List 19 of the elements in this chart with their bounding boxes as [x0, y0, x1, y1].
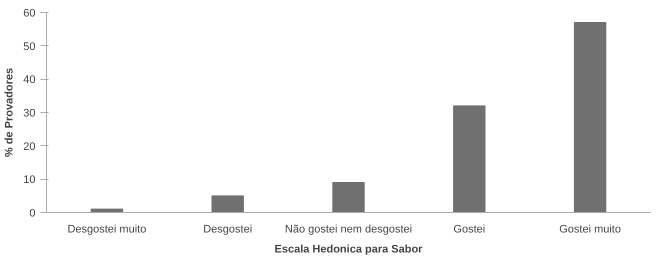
- y-tick-label: 60: [23, 8, 36, 20]
- bar: [574, 22, 606, 212]
- x-axis-title: Escala Hedonica para Sabor: [274, 244, 424, 256]
- bar: [332, 182, 365, 212]
- y-tick-label: 50: [23, 40, 36, 53]
- y-tick-label: 30: [23, 108, 36, 120]
- x-tick-label: Desgostei: [203, 224, 252, 236]
- y-axis-title: % de Provadores: [3, 68, 16, 158]
- y-tick-label: 40: [23, 74, 36, 86]
- x-tick-label: Gostei: [453, 224, 486, 236]
- y-tick-label: 10: [23, 174, 36, 186]
- y-tick-label: 0: [29, 208, 36, 220]
- x-tick-label: Gostei muito: [559, 224, 621, 236]
- x-tick-label: Não gostei nem desgostei: [284, 224, 412, 236]
- bar: [211, 195, 244, 212]
- x-tick-label: Desgostei muito: [67, 224, 146, 236]
- y-tick-label: 20: [23, 140, 36, 153]
- bar: [90, 208, 124, 212]
- bar: [453, 105, 486, 212]
